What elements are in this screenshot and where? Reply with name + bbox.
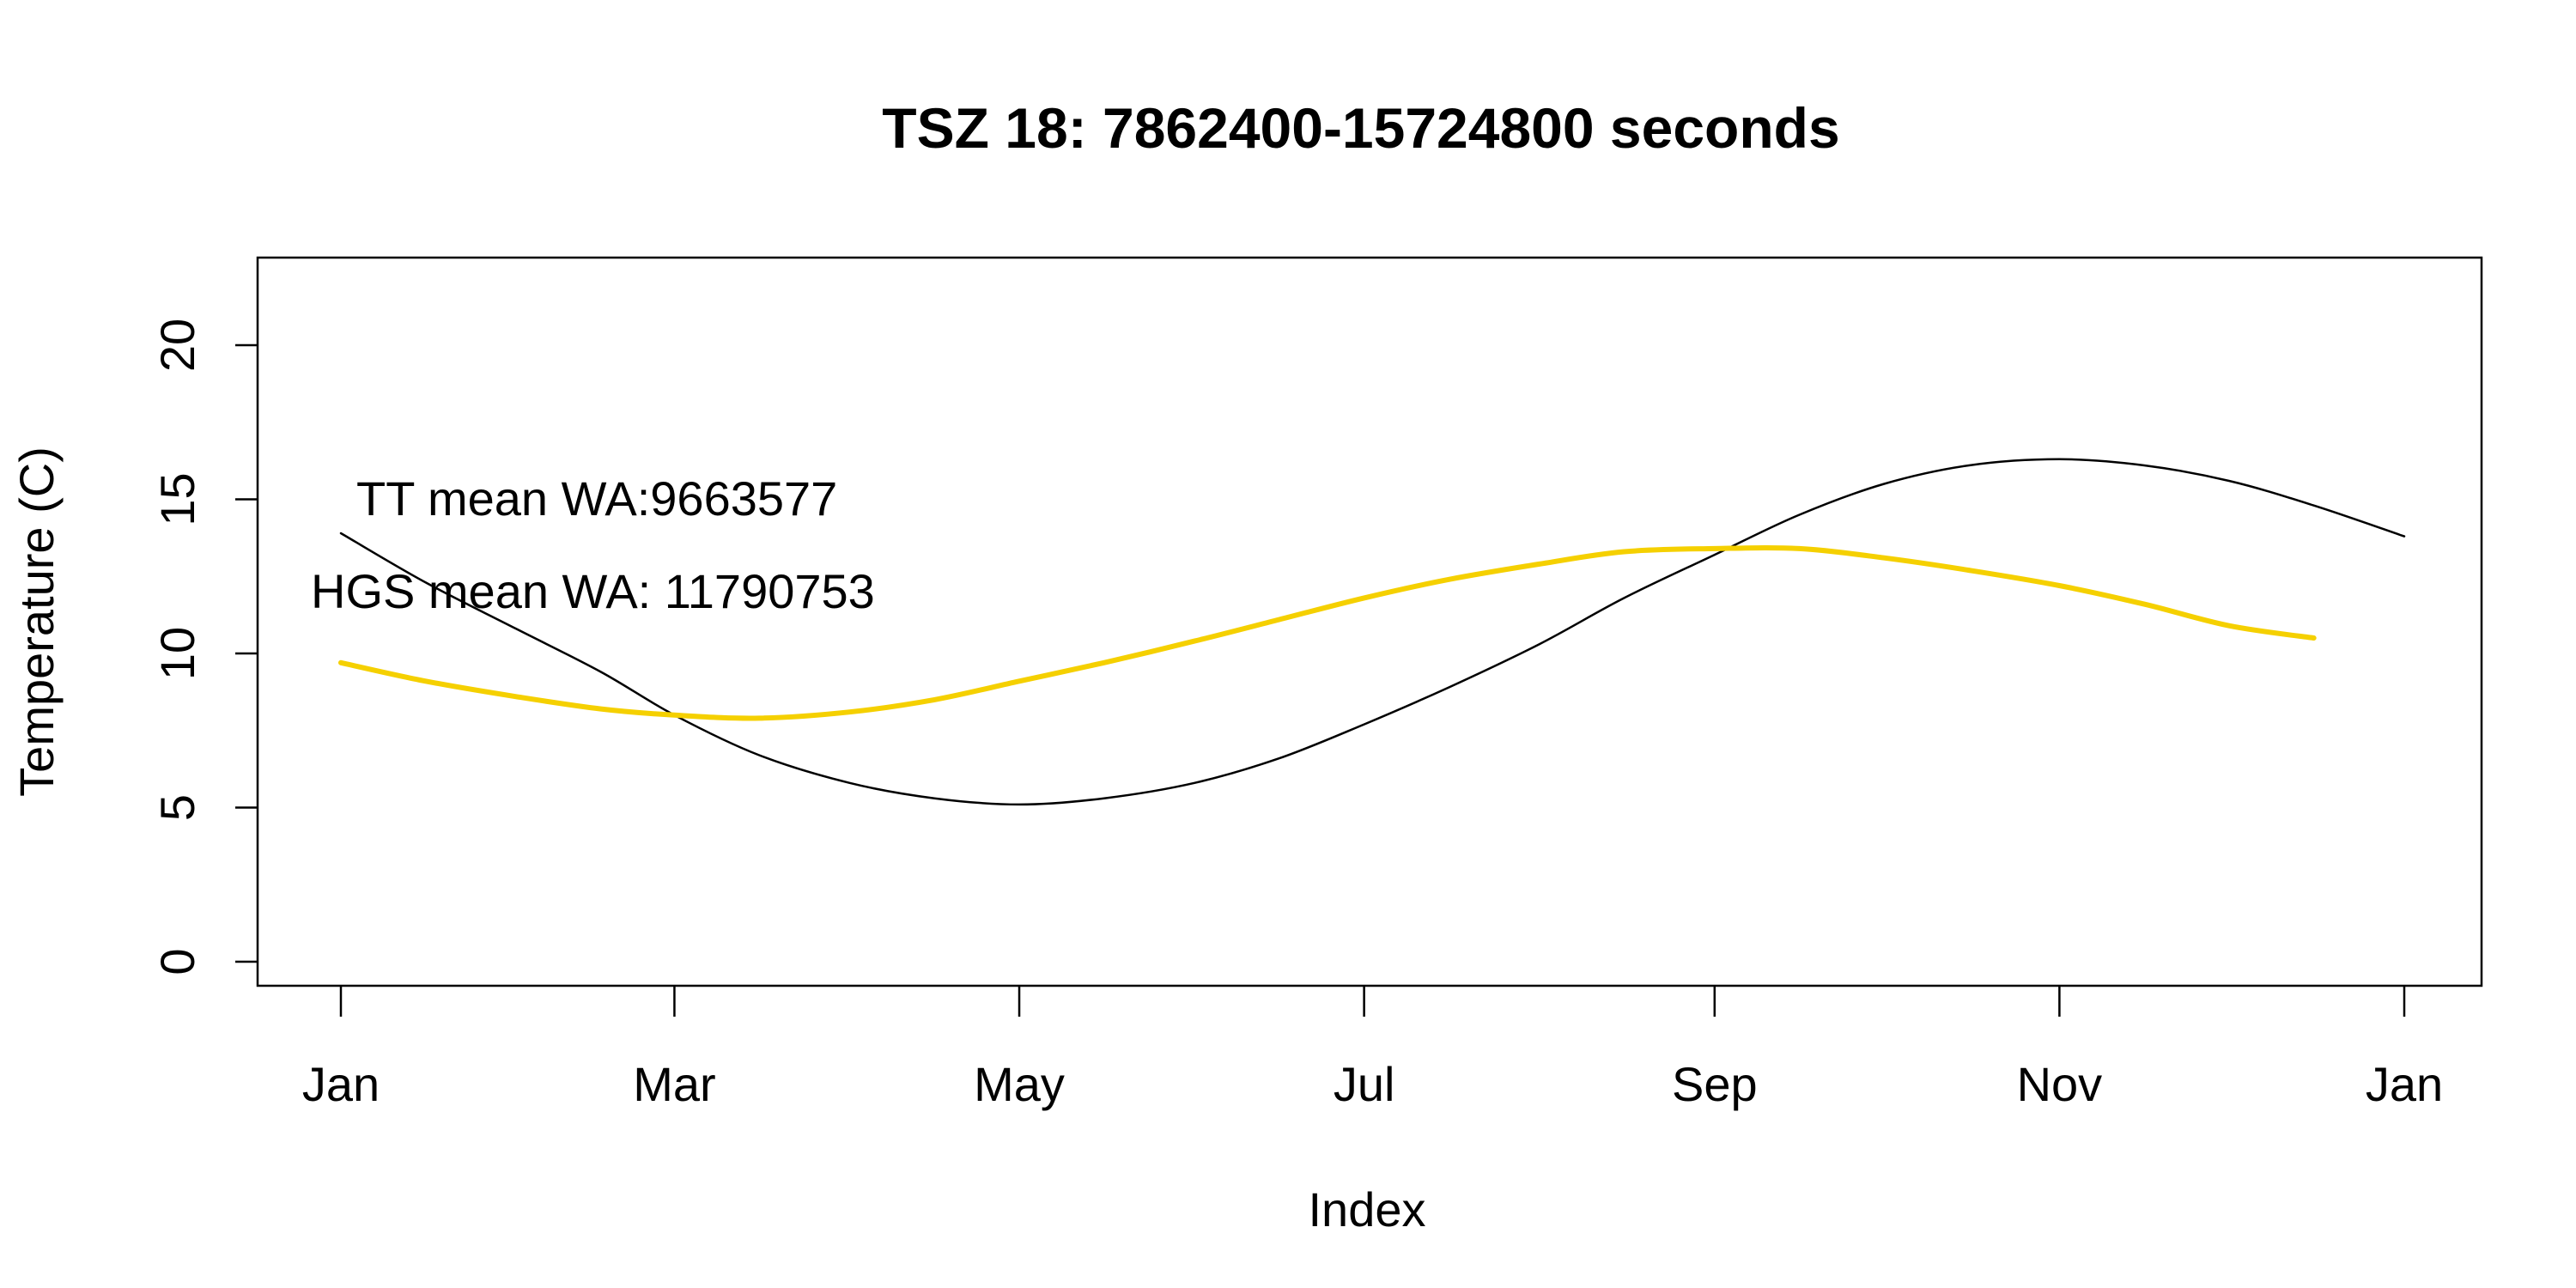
x-tick-label: Nov bbox=[2017, 1057, 2103, 1111]
y-tick-label: 5 bbox=[150, 794, 204, 821]
x-tick-label: Mar bbox=[633, 1057, 715, 1111]
y-tick-label: 15 bbox=[150, 472, 204, 526]
plot-frame bbox=[256, 256, 2483, 987]
y-tick-label: 10 bbox=[150, 627, 204, 680]
series-line-yellow bbox=[338, 544, 2317, 721]
series-layer bbox=[338, 458, 2406, 806]
x-tick-label: Jul bbox=[1334, 1057, 1395, 1111]
x-tick-label: Jan bbox=[302, 1057, 380, 1111]
x-tick-label: Sep bbox=[1672, 1057, 1758, 1111]
y-axis-label: Temperature (C) bbox=[9, 447, 64, 797]
hgs-mean-annotation: HGS mean WA: 11790753 bbox=[311, 564, 875, 618]
x-axis-label: Index bbox=[1309, 1182, 1426, 1236]
x-tick-label: May bbox=[974, 1057, 1065, 1111]
y-tick-label: 20 bbox=[150, 319, 204, 372]
chart-title: TSZ 18: 7862400-15724800 seconds bbox=[882, 96, 1839, 160]
y-tick-label: 0 bbox=[150, 948, 204, 975]
y-axis: 0 5 10 15 20 bbox=[150, 319, 258, 975]
x-axis: Jan Mar May Jul Sep Nov Jan bbox=[302, 986, 2443, 1111]
tt-mean-annotation: TT mean WA:9663577 bbox=[356, 471, 837, 526]
x-tick-label: Jan bbox=[2366, 1057, 2443, 1111]
